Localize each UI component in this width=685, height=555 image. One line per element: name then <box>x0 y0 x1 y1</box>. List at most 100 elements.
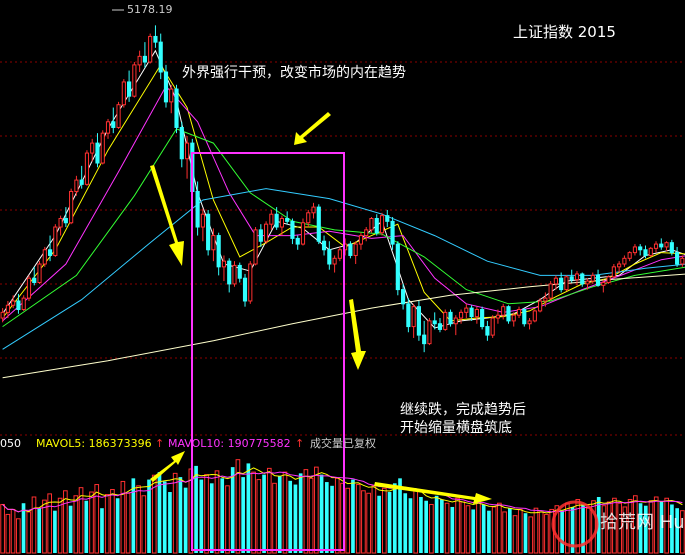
candle-body <box>248 263 253 302</box>
volume-bar <box>314 466 319 554</box>
candle-body <box>590 274 595 282</box>
candle-body <box>216 235 221 268</box>
candle <box>206 209 211 256</box>
volume-bar <box>5 513 11 554</box>
volume-bar <box>450 506 455 553</box>
mavol10-arrow-icon: ↑ <box>295 437 304 450</box>
volume-bar <box>617 502 622 554</box>
candle-body <box>559 277 564 291</box>
candle <box>274 207 279 230</box>
candle-body <box>32 277 37 283</box>
candle-body <box>617 263 622 268</box>
volume-bar <box>84 500 89 553</box>
volume-bar <box>131 478 136 553</box>
candle <box>290 218 295 245</box>
candle <box>411 303 416 338</box>
volume-bar <box>256 479 262 554</box>
volume-bar <box>94 484 100 554</box>
volume-bar <box>251 471 256 554</box>
candle <box>332 255 337 273</box>
candle-body <box>11 300 16 306</box>
volume-adjusted-label: 成交量已复权 <box>310 436 376 450</box>
volume-bar <box>0 503 5 554</box>
candle-body <box>253 229 258 265</box>
arrow-ma60-icon <box>294 112 331 145</box>
volume-bar <box>575 498 581 554</box>
candle-body <box>137 55 142 66</box>
candle <box>306 209 311 228</box>
volume-bar <box>601 505 607 554</box>
volume-bar <box>204 474 209 554</box>
candle <box>606 275 611 284</box>
volume-bar <box>73 495 79 554</box>
watermark-text: 拾荒网 Huang.CN <box>600 512 685 533</box>
candle <box>158 33 163 80</box>
candle-body <box>58 217 63 228</box>
candle <box>379 212 385 236</box>
candle-body <box>527 320 532 325</box>
candle <box>659 238 664 250</box>
candle <box>148 33 153 64</box>
candle <box>269 209 274 230</box>
candle <box>53 224 58 257</box>
candle-body <box>606 276 611 283</box>
candle <box>264 221 269 245</box>
candle <box>248 261 253 304</box>
candle-body <box>538 300 543 312</box>
watermark: 拾荒网 Huang.CN <box>551 500 685 548</box>
mavol-prefix: 050 <box>0 437 21 450</box>
candle-body <box>242 277 248 302</box>
volume-bar <box>408 498 413 553</box>
candle <box>490 315 495 338</box>
candle <box>580 272 585 287</box>
peak-label-group: 5178.19 <box>112 3 173 16</box>
candle <box>311 202 316 219</box>
candle <box>664 241 669 252</box>
candle <box>11 295 16 309</box>
volume-bar <box>151 474 157 554</box>
candle-body <box>47 249 53 256</box>
candle-body <box>153 35 158 43</box>
candle-body <box>364 229 369 237</box>
volume-bar <box>68 505 73 553</box>
volume-bar <box>63 490 68 554</box>
candle <box>295 235 300 250</box>
candle-body <box>42 249 47 265</box>
candle-body <box>184 142 190 160</box>
candle-body <box>464 307 469 313</box>
candle <box>321 235 327 256</box>
candle-body <box>111 121 116 128</box>
candle-body <box>279 217 284 228</box>
candle-body <box>427 320 432 345</box>
volume-bar <box>183 487 188 553</box>
candle <box>501 303 506 320</box>
candle <box>559 272 564 293</box>
candle <box>42 246 47 267</box>
candle-body <box>395 243 400 291</box>
candle-body <box>659 243 664 248</box>
candle <box>327 241 332 270</box>
candle <box>590 272 595 284</box>
volume-bar <box>481 504 486 553</box>
volume-average-lines <box>2 467 683 514</box>
volume-bar <box>664 497 670 554</box>
volume-bar <box>21 503 26 553</box>
candle <box>643 245 648 259</box>
candle <box>21 295 26 311</box>
arrow-down-left-icon <box>150 165 184 266</box>
candle <box>553 275 558 290</box>
candle-body <box>490 317 495 336</box>
volume-bar <box>277 475 282 553</box>
candle-body <box>348 243 353 256</box>
candle <box>348 241 353 259</box>
volume-bar <box>680 510 685 554</box>
candle <box>300 218 306 246</box>
candle <box>432 312 437 330</box>
candle <box>585 278 590 290</box>
volume-bar <box>653 496 659 554</box>
volume-bar <box>162 481 167 553</box>
volume-bar <box>512 515 518 554</box>
volume-bar <box>47 493 53 554</box>
candle-body <box>569 276 574 281</box>
